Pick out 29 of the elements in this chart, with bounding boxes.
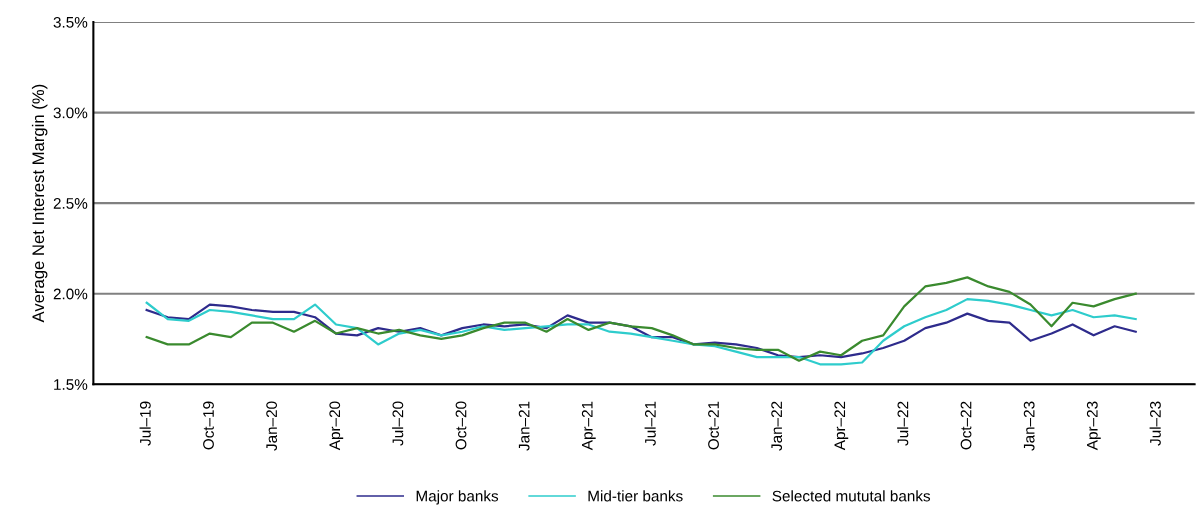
y-axis-title: Average Net Interest Margin (%) [31,84,48,323]
y-tick-label: 2.5% [53,198,88,209]
x-tick-label: Jan–21 [518,401,530,451]
x-tick-label: Apr–21 [581,401,596,451]
y-tick-label: 2.0% [53,288,88,300]
legend-label: Mid-tier banks [588,490,683,502]
line-series [145,303,1137,359]
legend-label: Selected mututal banks [772,490,931,502]
x-tick-label: Jan–20 [266,401,278,451]
x-tick-label: Oct–21 [708,401,719,450]
y-tick-label: 3.0% [53,107,88,119]
x-tick-label: Jul–22 [897,401,909,446]
x-tick-label: Apr–20 [329,401,344,451]
line-series [145,276,1137,362]
x-tick-label: Jul–20 [392,401,404,446]
line-series [145,298,1137,366]
x-tick-label: Oct–20 [455,401,467,450]
x-tick-label: Jan–22 [771,401,783,451]
x-tick-label: Jan–23 [1023,401,1035,451]
x-tick-label: Jul–19 [139,401,151,446]
legend-label: Major banks [416,490,499,505]
y-tick-label: 1.5% [54,379,88,390]
x-tick-label: Apr–23 [1086,401,1101,451]
x-tick-label: Jul–23 [1149,401,1161,446]
y-tick-label: 3.5% [53,16,88,28]
x-tick-label: Oct–22 [960,401,972,450]
x-tick-label: Oct–19 [203,401,214,450]
x-tick-label: Apr–22 [834,401,849,451]
x-tick-label: Jul–21 [644,401,656,446]
